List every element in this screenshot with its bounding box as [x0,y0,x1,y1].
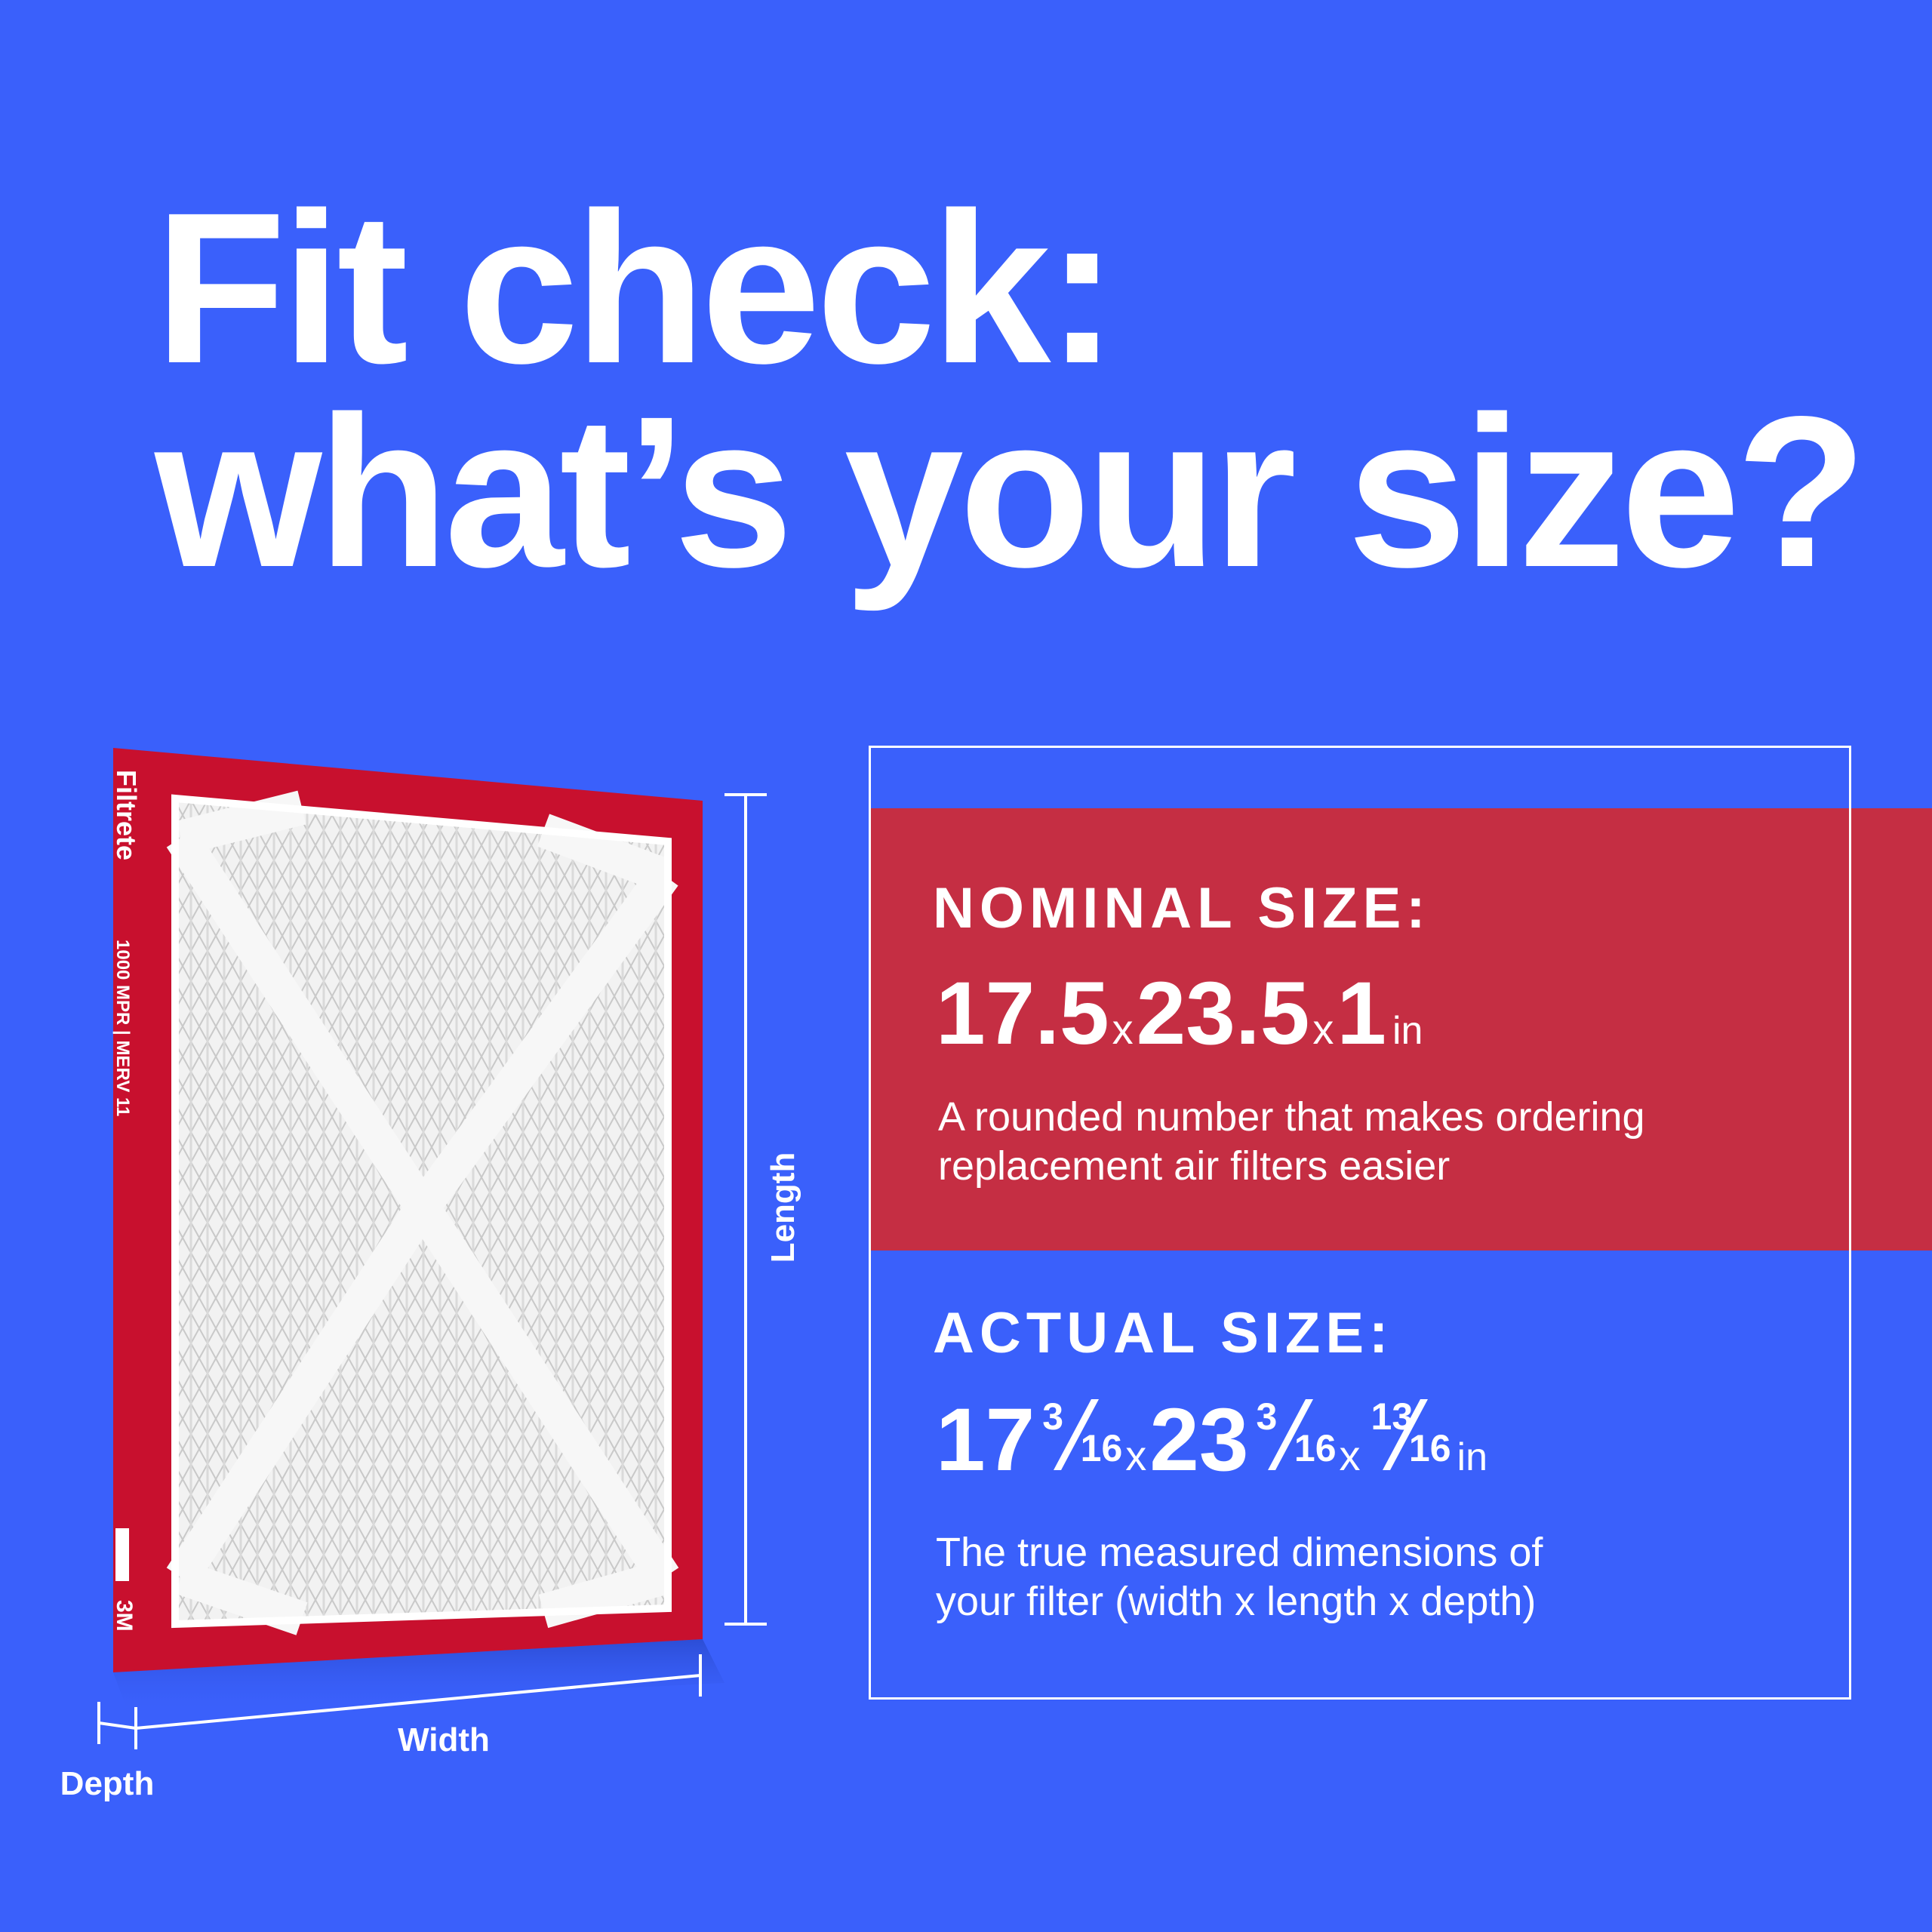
width-label: Width [398,1721,490,1758]
dimension-lines [97,793,767,1749]
fraction: 13 16 [1368,1395,1451,1470]
description-line: The true measured dimensions of [936,1530,1543,1575]
unit: in [1392,1009,1423,1053]
filter-maker: 3M [112,1600,137,1632]
size-box [869,746,1851,1700]
title-line: what’s your size? [155,372,1867,612]
nominal-heading: NOMINAL SIZE: [933,876,1431,940]
whole-number: 17 [936,1390,1035,1490]
denominator: 16 [1080,1427,1123,1469]
dimension: 23.5 [1136,964,1310,1063]
fraction: 3 16 [1254,1395,1337,1470]
support-grid [166,790,679,1635]
nominal-band [869,808,1932,1251]
separator: x [1125,1432,1147,1479]
actual-description: The true measured dimensions of your fil… [936,1528,1543,1626]
shadow [113,1639,724,1713]
separator: x [1112,1005,1134,1053]
actual-size: 17 3 16 x 23 3 16 x 13 16 in [936,1389,1487,1491]
media-edge [171,794,672,1629]
dimension: 1 [1337,964,1386,1063]
nominal-size: 17.5 x 23.5 x 1 in [936,962,1423,1065]
nominal-description: A rounded number that makes ordering rep… [938,1093,1645,1191]
separator: x [1339,1432,1361,1479]
title-line: Fit check: [155,168,1118,408]
description-line: your filter (width x length x depth) [936,1579,1537,1624]
filter-brand: Filtrete [111,770,142,860]
description-line: replacement air filters easier [938,1143,1451,1189]
denominator: 16 [1294,1427,1337,1469]
whole-number: 23 [1149,1390,1249,1490]
fraction: 3 16 [1039,1395,1122,1470]
dimension: 17.5 [936,964,1109,1063]
separator: x [1312,1005,1334,1053]
depth-label: Depth [60,1765,155,1802]
unit: in [1457,1435,1488,1479]
filter-rating: 1000 MPR | MERV 11 [112,940,133,1116]
numerator: 3 [1256,1395,1278,1438]
numerator: 3 [1042,1395,1064,1438]
actual-heading: ACTUAL SIZE: [933,1301,1394,1365]
description-line: A rounded number that makes ordering [938,1094,1645,1140]
denominator: 16 [1408,1427,1451,1469]
label-patch [115,1528,129,1581]
length-label: Length [764,1152,801,1263]
